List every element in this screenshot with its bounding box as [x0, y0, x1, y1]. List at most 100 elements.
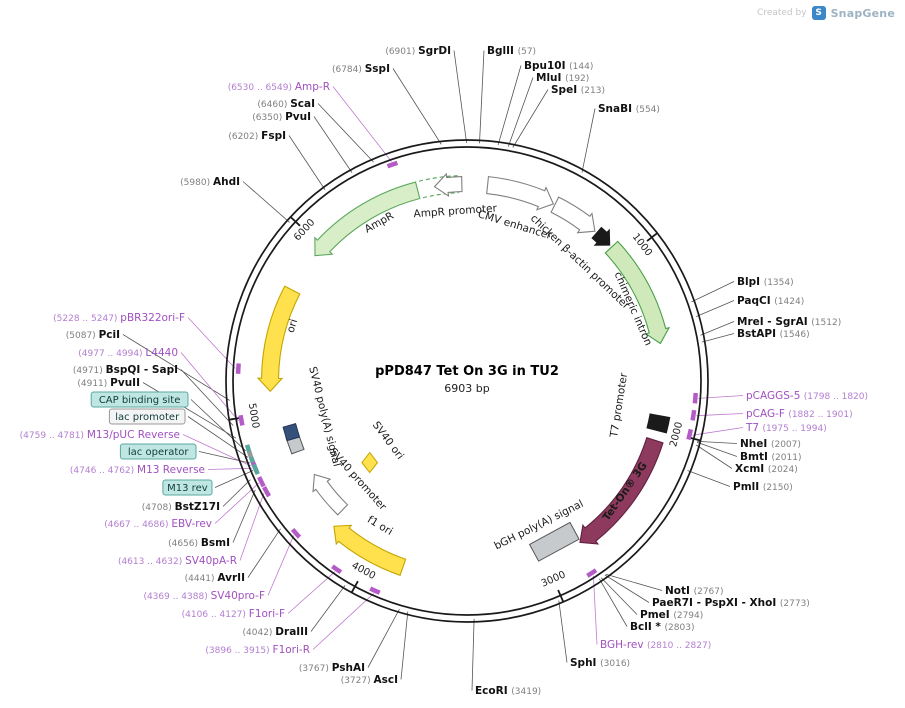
enzyme-label-pmli[interactable]: PmlI (2150) [733, 481, 793, 493]
primer-label-f1ori-f[interactable]: (4106 .. 4127) F1ori-F [182, 608, 285, 620]
site-mark-m13-rev[interactable] [251, 463, 260, 476]
feature-shape-chicken-beta-actin-promoter[interactable] [550, 196, 596, 234]
feature-label-ori[interactable]: ori [285, 318, 301, 335]
enzyme-label-bpu10i[interactable]: Bpu10I (144) [524, 60, 593, 72]
enzyme-label-scai[interactable]: (6460) ScaI [257, 98, 315, 110]
primer-label-m13-puc-reverse[interactable]: (4759 .. 4781) M13/pUC Reverse [20, 429, 180, 441]
enzyme-label-blpi[interactable]: BlpI (1354) [737, 276, 794, 288]
enzyme-label-xcmi[interactable]: XcmI (2024) [735, 463, 798, 475]
feature-t7-promoter[interactable] [646, 413, 671, 434]
feature-polya-navy-box[interactable] [282, 422, 301, 442]
enzyme-label-sspi[interactable]: (6784) SspI [332, 63, 390, 75]
label-box-lac-promoter[interactable] [108, 408, 186, 425]
feature-chimeric-intron[interactable] [604, 240, 671, 345]
enzyme-label-bmti[interactable]: BmtI (2011) [740, 451, 801, 463]
feature-box-label-m13-rev[interactable]: M13 rev [162, 479, 213, 496]
label-box-lac-operator[interactable] [119, 443, 197, 460]
feature-label-sv40-polya[interactable]: SV40 poly(A) signal [306, 365, 342, 467]
site-mark-amp-r[interactable] [386, 160, 399, 169]
enzyme-label-ecori[interactable]: EcoRI (3419) [475, 685, 541, 697]
site-mark-t7[interactable] [686, 428, 694, 441]
primer-label-pcaggs-5[interactable]: pCAGGS-5 (1798 .. 1820) [746, 390, 868, 402]
primer-label-f1ori-r[interactable]: (3896 .. 3915) F1ori-R [205, 644, 310, 656]
feature-shape-promoter-junction[interactable] [591, 226, 611, 246]
primer-label-sv40pro-f[interactable]: (4369 .. 4388) SV40pro-F [143, 590, 265, 602]
feature-cmv-enhancer[interactable] [486, 176, 555, 211]
feature-shape-sv40-ori[interactable] [361, 451, 379, 474]
feature-label-tet-on-3g[interactable]: Tet-On® 3G [601, 460, 650, 523]
primer-label-pcag-f[interactable]: pCAG-F (1882 .. 1901) [746, 408, 853, 420]
primer-label-bgh-rev[interactable]: BGH-rev (2810 .. 2827) [600, 639, 711, 651]
enzyme-label-pvui[interactable]: (6350) PvuI [252, 111, 311, 123]
enzyme-label-mrei-sgrai[interactable]: MreI - SgrAI (1512) [737, 316, 841, 328]
feature-shape-chimeric-intron[interactable] [604, 240, 671, 345]
primer-label-m13-reverse[interactable]: (4746 .. 4762) M13 Reverse [70, 464, 205, 476]
feature-box-label-lac-promoter[interactable]: lac promoter [108, 408, 186, 425]
feature-box-label-cap-binding-site[interactable]: CAP binding site [90, 391, 189, 408]
feature-ori[interactable] [256, 285, 301, 393]
feature-bgh-polya[interactable] [528, 521, 580, 562]
enzyme-label-pvuii[interactable]: (4911) PvuII [77, 377, 140, 389]
site-mark-sv40pa-r[interactable] [262, 486, 272, 498]
enzyme-label-nhei[interactable]: NheI (2007) [740, 438, 801, 450]
feature-shape-cmv-enhancer[interactable] [486, 176, 555, 211]
primer-label-sv40pa-r[interactable]: (4613 .. 4632) SV40pA-R [118, 555, 237, 567]
feature-label-t7-promoter[interactable]: T7 promoter [608, 371, 630, 439]
enzyme-label-bstz17i[interactable]: (4708) BstZ17I [142, 501, 220, 513]
feature-shape-polya-navy-box[interactable] [282, 422, 301, 442]
enzyme-label-ahdi[interactable]: (5980) AhdI [180, 176, 240, 188]
feature-box-label-lac-operator[interactable]: lac operator [119, 443, 197, 460]
feature-f1-ori[interactable] [333, 524, 407, 576]
feature-chicken-beta-actin-promoter[interactable] [550, 196, 596, 234]
enzyme-label-pshai[interactable]: (3767) PshAI [299, 662, 365, 674]
site-mark-bgh-rev[interactable] [586, 568, 598, 578]
feature-sv40-ori[interactable] [361, 451, 379, 474]
primer-label-l4440[interactable]: (4977 .. 4994) L4440 [78, 347, 178, 359]
primer-label-t7[interactable]: T7 (1975 .. 1994) [745, 422, 827, 434]
enzyme-label-spei[interactable]: SpeI (213) [551, 84, 605, 96]
enzyme-label-mlui[interactable]: MluI (192) [536, 72, 589, 84]
feature-shape-t7-promoter[interactable] [646, 413, 671, 434]
enzyme-label-snabi[interactable]: SnaBI (554) [598, 103, 660, 115]
enzyme-label-bcli[interactable]: BclI * (2803) [630, 621, 694, 633]
feature-shape-ampr[interactable] [314, 181, 421, 257]
label-box-m13-rev[interactable] [162, 479, 213, 496]
enzyme-label-bspqi-sapi[interactable]: (4971) BspQI - SapI [73, 364, 178, 376]
feature-tet-on-3g[interactable] [579, 436, 664, 545]
feature-shape-bgh-polya[interactable] [528, 521, 580, 562]
enzyme-label-paer7i-pspxi-xhoi[interactable]: PaeR7I - PspXI - XhoI (2773) [652, 597, 810, 609]
feature-ampr-promoter[interactable] [433, 172, 463, 198]
enzyme-label-asci[interactable]: (3727) AscI [341, 674, 398, 686]
enzyme-label-noti[interactable]: NotI (2767) [665, 585, 724, 597]
label-box-cap-binding-site[interactable] [90, 391, 189, 408]
feature-shape-tet-on-3g[interactable] [579, 436, 664, 545]
enzyme-label-draiii[interactable]: (4042) DraIII [243, 626, 309, 638]
feature-shape-ori[interactable] [256, 285, 301, 393]
feature-ampr-overlap[interactable] [418, 175, 459, 199]
site-mark-ebv-rev[interactable] [257, 476, 266, 488]
site-mark-l4440[interactable] [238, 414, 245, 426]
feature-shape-ampr-promoter[interactable] [433, 172, 463, 198]
enzyme-label-paqci[interactable]: PaqCI (1424) [737, 295, 804, 307]
site-mark-f1ori-f[interactable] [331, 564, 343, 575]
feature-label-f1-ori[interactable]: f1 ori [365, 514, 395, 538]
primer-label-amp-r[interactable]: (6530 .. 6549) Amp-R [228, 81, 330, 93]
feature-shape-f1-ori[interactable] [333, 524, 407, 576]
enzyme-label-sgrdi[interactable]: (6901) SgrDI [385, 45, 451, 57]
enzyme-label-avrii[interactable]: (4441) AvrII [185, 572, 245, 584]
enzyme-label-pcii[interactable]: (5087) PciI [66, 329, 120, 341]
site-mark-f1ori-r[interactable] [369, 586, 381, 595]
primer-label-pbr322ori-f[interactable]: (5228 .. 5247) pBR322ori-F [53, 312, 185, 324]
enzyme-label-pmei[interactable]: PmeI (2794) [640, 609, 703, 621]
site-mark-pcag-f[interactable] [690, 409, 697, 421]
site-mark-sv40pro-f[interactable] [290, 527, 302, 539]
primer-label-ebv-rev[interactable]: (4667 .. 4686) EBV-rev [104, 518, 212, 530]
enzyme-label-fspi[interactable]: (6202) FspI [228, 130, 286, 142]
site-mark-pcaggs-5[interactable] [692, 392, 698, 404]
enzyme-label-bstapi[interactable]: BstAPI (1546) [737, 328, 810, 340]
feature-label-sv40-ori[interactable]: SV40 ori [370, 419, 406, 462]
enzyme-label-bglii[interactable]: BglII (57) [487, 45, 536, 57]
enzyme-label-bsmi[interactable]: (4656) BsmI [168, 537, 230, 549]
feature-ampr[interactable] [314, 181, 421, 257]
feature-label-ampr-promoter[interactable]: AmpR promoter [413, 202, 498, 220]
